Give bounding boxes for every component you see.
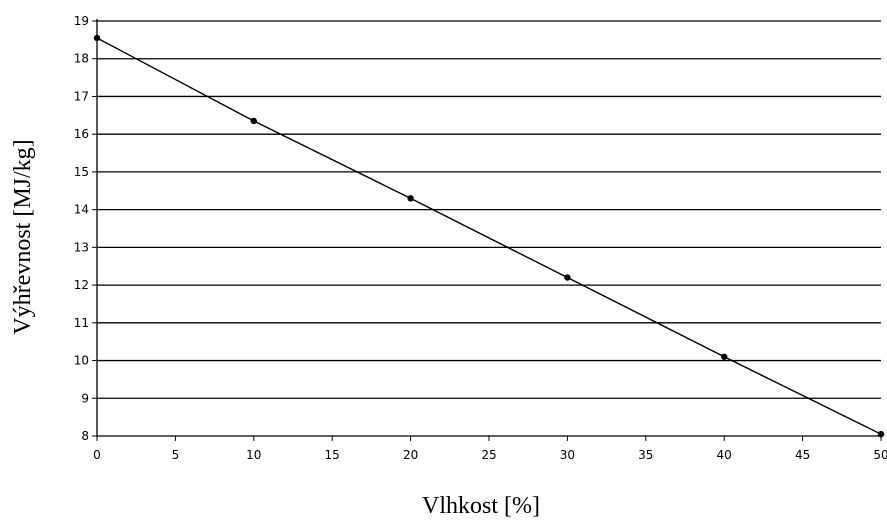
series	[94, 35, 884, 438]
x-tick-label-0: 0	[93, 448, 101, 462]
x-tick-label-40: 40	[717, 448, 732, 462]
y-tick-label-17: 17	[74, 89, 89, 103]
x-tick-label-50: 50	[873, 448, 887, 462]
tick-labels: 8 9 10 11 12 13 14 15 16 17 18 19 0 5 10 15 20 25 30 35 40 45…	[74, 14, 887, 462]
series-line-0	[97, 38, 881, 434]
x-axis-title: Vlhkost [%]	[422, 493, 540, 519]
y-tick-label-12: 12	[74, 278, 89, 292]
data-point-0-5	[878, 431, 884, 437]
ticks	[92, 21, 881, 441]
y-tick-label-9: 9	[81, 391, 89, 405]
data-point-0-0	[94, 35, 100, 41]
x-tick-label-30: 30	[560, 448, 575, 462]
x-tick-label-20: 20	[403, 448, 418, 462]
y-tick-label-8: 8	[81, 429, 89, 443]
x-tick-label-10: 10	[246, 448, 261, 462]
data-point-0-2	[407, 195, 413, 201]
data-point-0-1	[251, 118, 257, 124]
y-tick-label-19: 19	[74, 14, 89, 28]
y-tick-label-14: 14	[74, 203, 89, 217]
y-tick-label-10: 10	[74, 354, 89, 368]
y-tick-label-11: 11	[74, 316, 89, 330]
y-tick-label-15: 15	[74, 165, 89, 179]
x-tick-label-45: 45	[795, 448, 810, 462]
y-tick-label-16: 16	[74, 127, 89, 141]
data-point-0-3	[564, 274, 570, 280]
gridlines	[97, 21, 881, 398]
x-tick-label-5: 5	[172, 448, 180, 462]
y-tick-label-18: 18	[74, 52, 89, 66]
data-point-0-4	[721, 354, 727, 360]
x-tick-label-25: 25	[481, 448, 496, 462]
x-tick-label-35: 35	[638, 448, 653, 462]
x-tick-label-15: 15	[325, 448, 340, 462]
y-axis-title: Výhřevnost [MJ/kg]	[10, 139, 36, 334]
axes	[97, 19, 881, 436]
y-tick-label-13: 13	[74, 240, 89, 254]
